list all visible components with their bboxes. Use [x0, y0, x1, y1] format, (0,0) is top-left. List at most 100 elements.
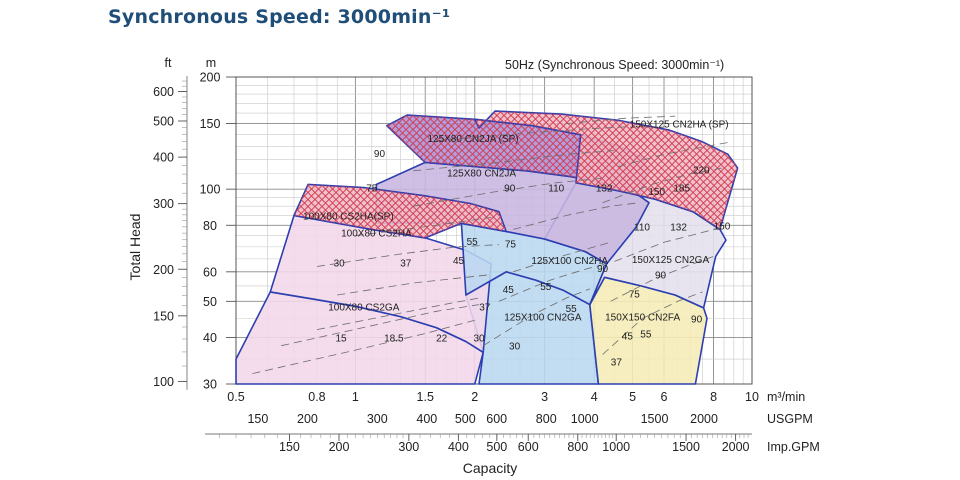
efficiency-curve — [614, 226, 723, 262]
motor-kw-label: 150 — [648, 187, 665, 198]
usgpm-tick-label: 150 — [247, 412, 268, 426]
y-tick-label-m: 80 — [203, 219, 217, 233]
efficiency-curve — [413, 150, 615, 172]
motor-kw-label: 45 — [622, 331, 634, 342]
motor-kw-label: 37 — [611, 357, 623, 368]
usgpm-tick-label: 2000 — [690, 412, 718, 426]
x-tick-label: 5 — [629, 390, 636, 404]
efficiency-curve — [498, 263, 607, 302]
y-tick-label-m: 50 — [203, 295, 217, 309]
y-axis-unit-ft: ft — [165, 56, 172, 70]
y-tick-label-m: 30 — [203, 378, 217, 392]
region-label: 125X100 CN2HA — [531, 256, 608, 267]
efficiency-curve — [436, 126, 626, 141]
motor-kw-label: 37 — [479, 302, 491, 313]
motor-kw-label: 185 — [673, 184, 690, 195]
x-axis-label: Capacity — [463, 460, 517, 476]
impgpm-tick-label: 300 — [398, 440, 419, 454]
x-tick-label: 8 — [710, 390, 717, 404]
motor-kw-label: 55 — [540, 282, 552, 293]
motor-kw-label: 220 — [693, 165, 710, 176]
efficiency-curve — [482, 288, 590, 347]
motor-kw-label: 55 — [467, 237, 479, 248]
efficiency-curves — [252, 115, 732, 374]
motor-kw-label: 110 — [548, 184, 564, 195]
y-tick-label-ft: 600 — [153, 85, 174, 99]
pump-regions — [235, 110, 739, 385]
y-tick-label-ft: 300 — [153, 197, 174, 211]
y-tick-label-m: 40 — [203, 331, 217, 345]
region-label: 125X80 CN2JA (SP) — [427, 134, 518, 145]
page-title: Synchronous Speed: 3000min⁻¹ — [108, 6, 451, 28]
x-tick-label: 0.8 — [308, 390, 325, 404]
efficiency-curve — [252, 319, 475, 374]
y-tick-label-ft: 400 — [153, 151, 174, 165]
region-label: 150X150 CN2FA — [605, 313, 680, 324]
efficiency-curve — [513, 202, 640, 230]
motor-kw-label: 15 — [335, 333, 347, 344]
motor-kw-label: 30 — [473, 333, 485, 344]
impgpm-tick-label: 2000 — [722, 440, 750, 454]
efficiency-curve — [602, 291, 703, 355]
efficiency-curve — [513, 241, 611, 273]
motor-kw-label: 90 — [374, 149, 386, 160]
motor-kw-label: 30 — [509, 342, 521, 353]
impgpm-tick-label: 1000 — [602, 440, 630, 454]
motor-kw-label: 75 — [366, 184, 378, 195]
motor-kw-label: 90 — [691, 314, 703, 325]
usgpm-tick-label: 400 — [416, 412, 437, 426]
impgpm-tick-label: 1500 — [672, 440, 700, 454]
usgpm-tick-label: 600 — [486, 412, 507, 426]
region-label: 100X80 CS2GA — [328, 302, 399, 313]
x-tick-label: 10 — [745, 390, 759, 404]
efficiency-curve — [413, 177, 603, 207]
y-tick-label-ft: 500 — [153, 114, 174, 128]
motor-kw-label: 45 — [503, 285, 515, 296]
efficiency-curve — [566, 115, 676, 124]
pump-labels: 100X80 CS2GA 125X100 CN2GA 150X150 CN2FA 10… — [303, 120, 729, 324]
motor-kw-label: 18.5 — [384, 333, 404, 344]
x-tick-label: 2 — [471, 390, 478, 404]
efficiency-curve — [281, 304, 480, 347]
motor-kw-label: 75 — [629, 289, 641, 300]
efficiency-curve — [316, 244, 499, 267]
x-tick-label: 1 — [352, 390, 359, 404]
region-150x125-cn2ha-sp-hatch — [474, 111, 738, 230]
efficiency-curve — [618, 141, 732, 167]
y-axis-label: Total Head — [127, 214, 143, 281]
usgpm-tick-label: 300 — [367, 412, 388, 426]
usgpm-unit: USGPM — [767, 412, 813, 426]
motor-kw-label: 30 — [334, 259, 346, 270]
y-tick-label-m: 100 — [200, 183, 221, 197]
y-tick-label-ft: 150 — [153, 309, 174, 323]
region-label: 100X80 CS2HA — [341, 229, 412, 240]
y-tick-label-ft: 200 — [153, 263, 174, 277]
y-tick-label-m: 60 — [203, 265, 217, 279]
x-tick-label: 0.5 — [227, 390, 244, 404]
y-tick-label-ft: 100 — [153, 375, 174, 389]
region-label: 125X100 CN2GA — [504, 313, 582, 324]
motor-kw-label: 90 — [597, 264, 609, 275]
y-axis-unit-m: m — [206, 56, 216, 70]
usgpm-tick-label: 800 — [536, 412, 557, 426]
usgpm-tick-label: 1500 — [641, 412, 669, 426]
usgpm-tick-label: 500 — [455, 412, 476, 426]
motor-kw-label: 37 — [400, 259, 412, 270]
motor-kw-label: 55 — [566, 304, 578, 315]
region-label: 100X80 CS2HA(SP) — [303, 211, 394, 222]
motor-kw-label: 110 — [634, 222, 650, 233]
motor-kw-label: 132 — [596, 184, 613, 195]
x-tick-label: 4 — [591, 390, 598, 404]
chart-title: 50Hz (Synchronous Speed: 3000min⁻¹) — [505, 58, 724, 72]
impgpm-unit: Imp.GPM — [767, 440, 820, 454]
impgpm-tick-label: 500 — [486, 440, 507, 454]
impgpm-tick-label: 600 — [518, 440, 539, 454]
x-tick-label: 1.5 — [417, 390, 434, 404]
motor-kw-label: 55 — [640, 329, 652, 340]
region-label: 125X80 CN2JA — [447, 168, 516, 179]
region-label: 150X125 CN2HA (SP) — [630, 120, 729, 131]
usgpm-tick-label: 1000 — [571, 412, 599, 426]
region-label: 150X125 CN2GA — [632, 255, 710, 266]
